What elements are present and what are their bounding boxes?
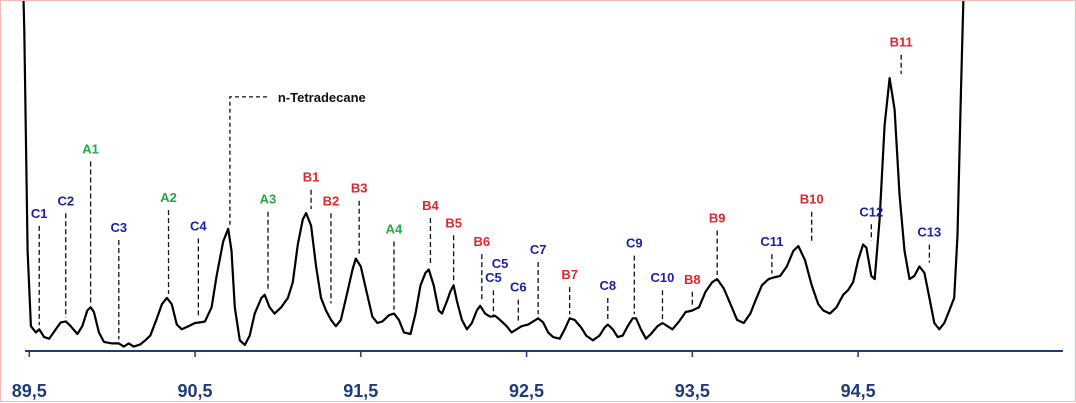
n-tetradecane-marker (229, 96, 270, 225)
peak-label-c12: C12 (859, 204, 883, 219)
peak-label-c6: C6 (510, 280, 527, 295)
peak-label-b11: B11 (890, 35, 913, 50)
peak-label-b7: B7 (561, 267, 578, 282)
peak-label-a1: A1 (82, 141, 99, 156)
peak-label-b2: B2 (323, 193, 340, 208)
peak-label-c4: C4 (190, 218, 207, 233)
peak-label-b4: B4 (422, 198, 439, 213)
peak-label-b8: B8 (684, 272, 701, 287)
peak-label-c2: C2 (57, 193, 74, 208)
annotation-c5: C5 (492, 256, 509, 271)
peak-marker-lines (38, 54, 931, 340)
x-axis-ticks: 89,5 90,5 91,5 92,5 93,5 94,5 (12, 351, 876, 401)
peak-label-c3: C3 (110, 220, 127, 235)
peak-label-b6: B6 (474, 234, 491, 249)
x-tick-label: 93,5 (675, 381, 710, 401)
peak-label-b1: B1 (303, 170, 320, 185)
peak-label-a3: A3 (260, 192, 277, 207)
chromatogram-trace (22, 1, 965, 348)
n-tetradecane-label: n-Tetradecane (278, 90, 366, 105)
x-tick-label: 90,5 (178, 381, 213, 401)
peak-label-a2: A2 (160, 190, 177, 205)
peak-label-c5: C5 (485, 270, 502, 285)
peak-label-a4: A4 (386, 222, 403, 237)
peak-label-c10: C10 (651, 270, 675, 285)
peak-label-c7: C7 (530, 242, 547, 257)
peak-label-c11: C11 (760, 234, 783, 249)
peak-label-c9: C9 (626, 236, 643, 251)
peak-label-b9: B9 (709, 211, 726, 226)
x-tick-label: 91,5 (343, 381, 378, 401)
peak-label-c1: C1 (31, 206, 48, 221)
peak-label-b5: B5 (445, 215, 462, 230)
peak-label-c13: C13 (917, 225, 941, 240)
peak-label-b3: B3 (351, 181, 368, 196)
peak-label-c8: C8 (599, 278, 616, 293)
x-tick-label: 89,5 (12, 381, 47, 401)
x-tick-label: 92,5 (509, 381, 544, 401)
signal-trace (22, 1, 965, 348)
x-tick-label: 94,5 (841, 381, 876, 401)
peak-label-b10: B10 (800, 192, 824, 207)
